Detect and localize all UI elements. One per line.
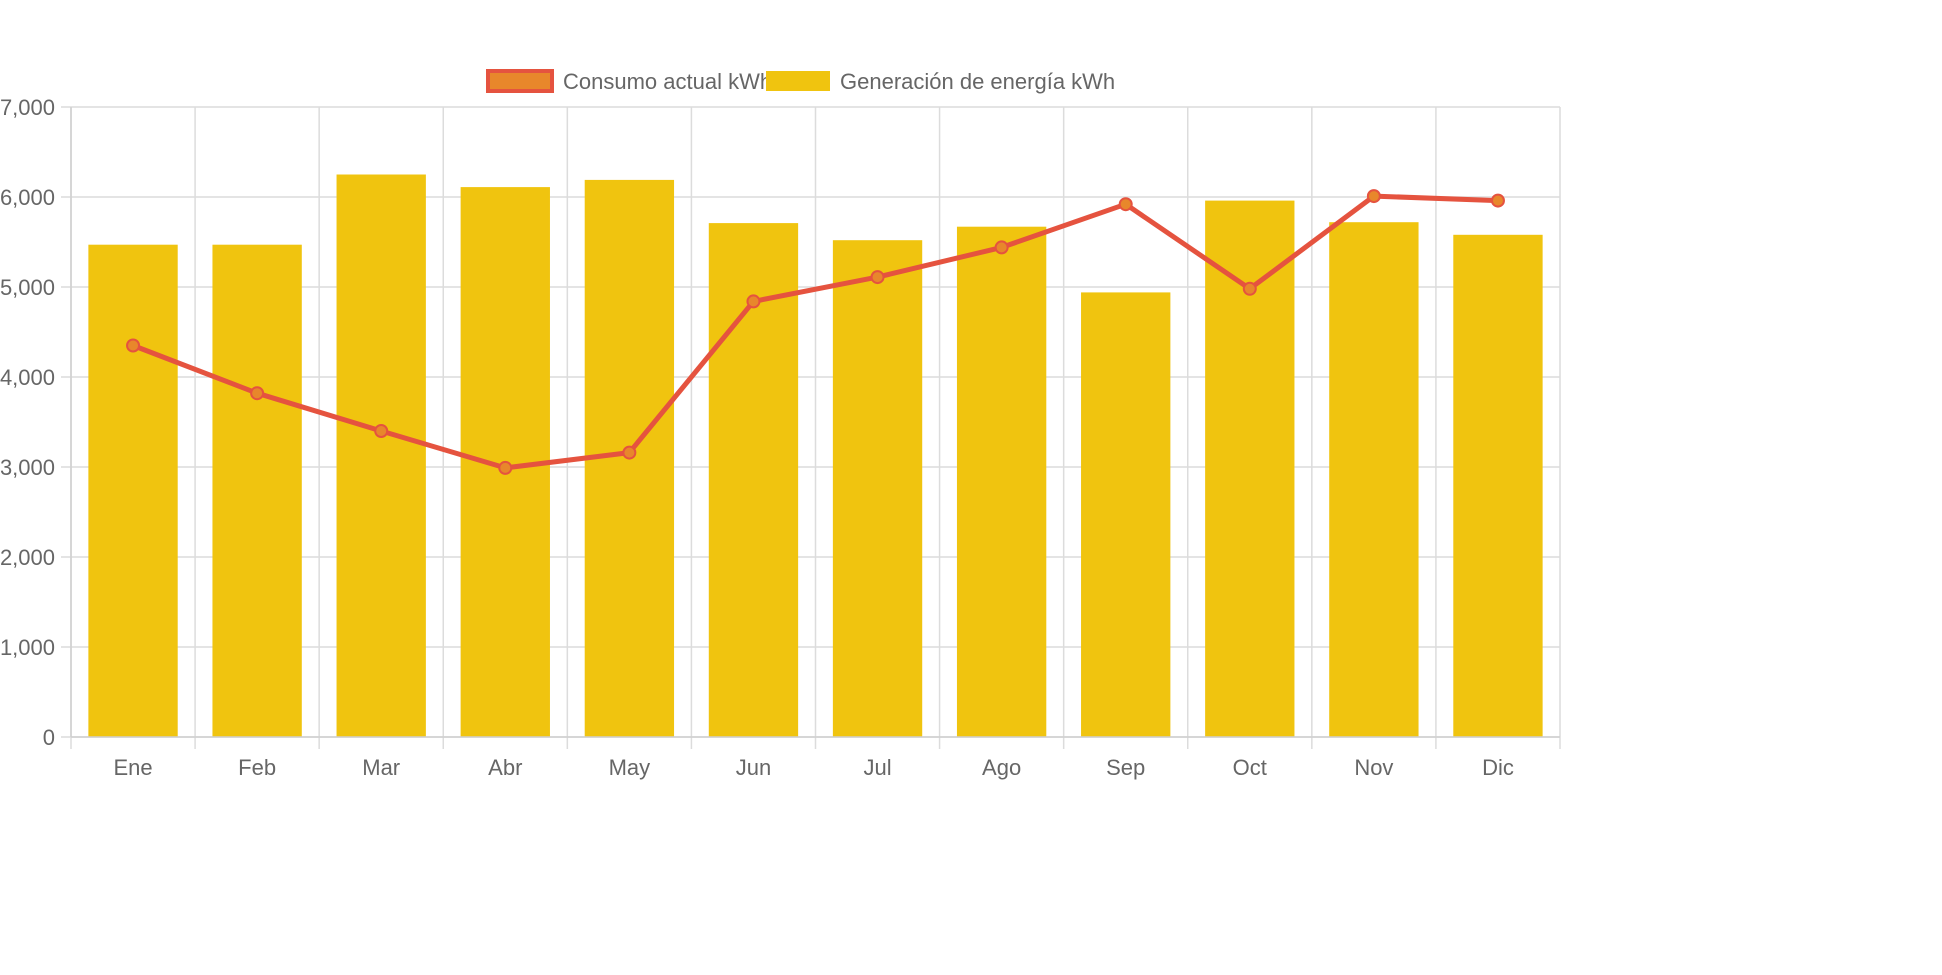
y-tick-label: 5,000 [0, 275, 55, 300]
point-consumo-ago [994, 240, 1009, 255]
point-consumo-may [622, 445, 637, 460]
x-tick-label: Sep [1106, 755, 1145, 780]
bar-generacion-jul [832, 240, 923, 737]
x-tick-label: May [609, 755, 651, 780]
point-consumo-sep [1118, 197, 1133, 212]
legend-label-consumo: Consumo actual kWh [563, 69, 772, 94]
y-tick-label: 6,000 [0, 185, 55, 210]
bar-series [88, 174, 1543, 738]
point-consumo-mar [374, 424, 389, 438]
point-consumo-nov [1366, 189, 1381, 204]
line-series [126, 189, 1505, 475]
y-tick-label: 0 [43, 725, 55, 750]
bar-generacion-nov [1329, 222, 1419, 737]
y-tick-label: 2,000 [0, 545, 55, 570]
x-tick-label: Nov [1354, 755, 1393, 780]
legend: Consumo actual kWh Generación de energía … [486, 69, 1115, 94]
line-consumo [130, 193, 1501, 471]
x-tick-label: Oct [1233, 755, 1267, 780]
x-tick-label: Mar [362, 755, 400, 780]
y-tick-label: 1,000 [0, 635, 55, 660]
x-tick-label: Abr [488, 755, 522, 780]
legend-swatch-generacion [766, 71, 830, 91]
x-tick-label: Ene [113, 755, 152, 780]
bar-generacion-ago [956, 226, 1047, 737]
point-consumo-oct [1242, 281, 1257, 296]
bar-generacion-jun [708, 223, 799, 738]
bar-generacion-oct [1205, 200, 1295, 738]
point-consumo-dic [1490, 193, 1505, 208]
y-tick-label: 7,000 [0, 95, 55, 120]
point-consumo-feb [250, 386, 265, 401]
bar-generacion-feb [212, 244, 302, 737]
grid [61, 106, 1561, 738]
point-consumo-ene [126, 338, 141, 353]
x-tick-label: Ago [982, 755, 1021, 780]
point-consumo-abr [498, 460, 513, 475]
legend-swatch-consumo [486, 69, 554, 93]
x-tick-label: Jun [736, 755, 771, 780]
point-consumo-jul [870, 270, 885, 285]
bar-generacion-mar [336, 174, 426, 737]
bar-generacion-sep [1081, 292, 1171, 737]
bar-generacion-dic [1453, 234, 1543, 738]
point-consumo-jun [746, 294, 761, 309]
x-tick-label: Feb [238, 755, 276, 780]
bar-generacion-ene [88, 244, 178, 737]
y-tick-label: 3,000 [0, 455, 55, 480]
axes: 0 1,000 2,000 3,000 4,000 5,000 6,000 7,000 Ene F… [0, 95, 1561, 780]
y-tick-label: 4,000 [0, 365, 55, 390]
x-tick-label: Dic [1482, 755, 1514, 780]
x-tick-label: Jul [863, 755, 891, 780]
legend-label-generacion: Generación de energía kWh [840, 69, 1115, 94]
